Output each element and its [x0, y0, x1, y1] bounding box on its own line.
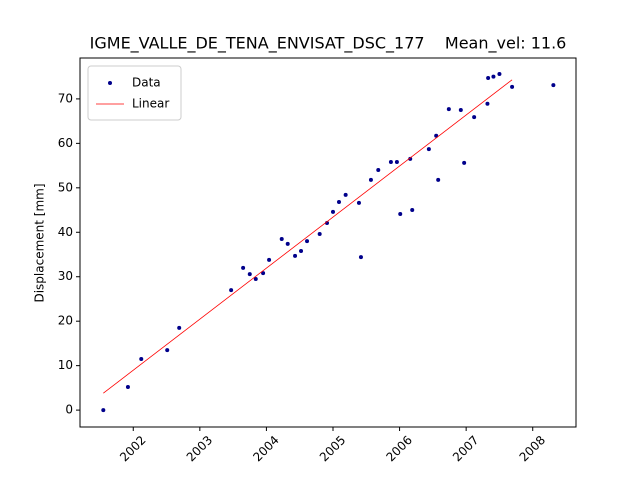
- data-point: [462, 160, 467, 165]
- fit-line: [103, 79, 513, 394]
- data-point: [408, 156, 413, 161]
- y-tick-label: 50: [58, 180, 73, 194]
- x-tick-label: 2005: [317, 433, 348, 464]
- data-point: [125, 384, 130, 389]
- data-point: [368, 177, 373, 182]
- data-point: [279, 236, 284, 241]
- data-point: [446, 107, 451, 112]
- y-tick-label: 30: [58, 269, 73, 283]
- data-point: [436, 177, 441, 182]
- data-point: [343, 192, 348, 197]
- data-point: [305, 239, 310, 244]
- data-point: [398, 212, 403, 217]
- x-tick-label: 2004: [250, 433, 281, 464]
- data-point: [293, 253, 298, 258]
- data-point: [510, 84, 515, 89]
- data-point: [139, 356, 144, 361]
- legend-swatch: [108, 81, 112, 85]
- x-tick-label: 2008: [517, 433, 548, 464]
- x-tick-label: 2002: [117, 433, 148, 464]
- legend-box: [87, 65, 182, 121]
- data-point: [426, 147, 431, 152]
- legend-label: Data: [132, 76, 161, 90]
- data-point: [497, 72, 502, 77]
- legend-label: Linear: [132, 97, 169, 111]
- data-point: [388, 160, 393, 165]
- data-point: [376, 168, 381, 173]
- y-axis-label: Displacement [mm]: [33, 183, 47, 302]
- data-point: [299, 248, 304, 253]
- data-point: [165, 348, 170, 353]
- data-point: [472, 115, 477, 120]
- data-point: [458, 108, 463, 113]
- data-point: [358, 255, 363, 260]
- y-tick-label: 60: [58, 136, 73, 150]
- data-point: [491, 74, 496, 79]
- data-point: [261, 271, 266, 276]
- data-point: [410, 208, 415, 213]
- data-point: [486, 76, 491, 81]
- data-point: [356, 200, 361, 205]
- x-tick-label: 2006: [383, 433, 414, 464]
- data-point: [241, 265, 246, 270]
- x-axis-label: Measurement Date: [271, 479, 386, 480]
- data-point: [285, 241, 290, 246]
- data-point: [330, 209, 335, 214]
- x-tick-label: 2007: [450, 433, 481, 464]
- data-point: [101, 408, 106, 413]
- y-tick-label: 10: [58, 358, 73, 372]
- x-tick-label: 2003: [184, 433, 215, 464]
- chart-title: IGME_VALLE_DE_TENA_ENVISAT_DSC_177 Mean_…: [90, 34, 567, 54]
- data-point: [177, 325, 182, 330]
- data-point: [551, 83, 556, 88]
- data-point: [485, 101, 490, 106]
- y-tick-label: 20: [58, 314, 73, 328]
- data-point: [229, 288, 234, 293]
- data-point: [253, 276, 258, 281]
- y-tick-label: 40: [58, 225, 73, 239]
- data-point: [247, 272, 252, 277]
- data-point: [317, 232, 322, 237]
- plot-frame: [79, 57, 577, 428]
- y-tick-label: 0: [65, 403, 73, 417]
- y-tick-label: 70: [58, 91, 73, 105]
- data-point: [325, 220, 330, 225]
- data-point: [336, 200, 341, 205]
- data-point: [267, 257, 272, 262]
- data-point: [394, 160, 399, 165]
